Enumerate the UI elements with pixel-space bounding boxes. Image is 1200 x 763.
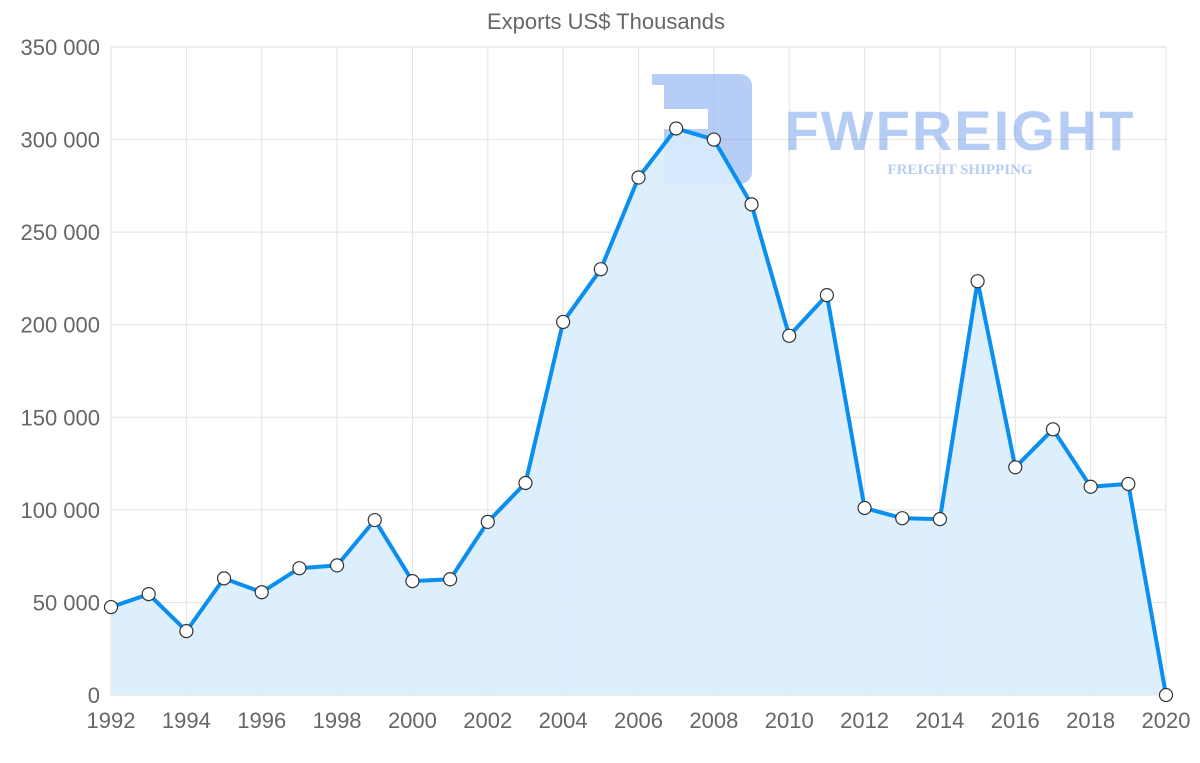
watermark-logo: FWFREIGHT FREIGHT SHIPPING	[652, 74, 1136, 184]
data-point	[782, 328, 797, 343]
data-point	[1158, 687, 1174, 703]
y-tick-label: 200 000	[20, 313, 100, 338]
data-point	[216, 571, 232, 586]
watermark-brand: FWFREIGHT	[785, 99, 1136, 162]
data-point	[103, 599, 119, 615]
series-area-fill	[111, 128, 1166, 695]
data-point	[970, 274, 985, 289]
x-tick-label: 2000	[388, 708, 437, 733]
data-point	[141, 586, 156, 602]
y-tick-label: 250 000	[20, 220, 100, 245]
watermark-tagline: FREIGHT SHIPPING	[887, 162, 1032, 178]
x-axis: 1992 1994 1996 1998 2000 2002 2004 2006 2008 2010…	[87, 708, 1191, 733]
x-tick-label: 2014	[915, 708, 964, 733]
data-point	[819, 287, 834, 303]
data-point	[932, 512, 948, 527]
data-point	[556, 314, 571, 330]
y-tick-label: 0	[88, 683, 100, 708]
y-tick-label: 300 000	[20, 128, 100, 153]
x-tick-label: 1994	[162, 708, 211, 733]
data-point	[1008, 460, 1023, 475]
data-point	[744, 197, 759, 212]
data-point	[631, 170, 646, 185]
x-tick-label: 1996	[237, 708, 286, 733]
x-tick-label: 1998	[313, 708, 362, 733]
chart-title: Exports US$ Thousands	[487, 9, 725, 34]
data-point	[329, 558, 345, 573]
data-point	[367, 512, 382, 528]
x-tick-label: 2016	[991, 708, 1040, 733]
y-tick-label: 350 000	[20, 35, 100, 60]
data-point	[179, 624, 194, 639]
data-point	[405, 574, 420, 589]
data-point	[857, 500, 872, 516]
x-tick-label: 2012	[840, 708, 889, 733]
data-point	[593, 262, 608, 277]
y-tick-label: 150 000	[20, 405, 100, 430]
y-tick-label: 50 000	[33, 590, 100, 615]
data-point	[669, 121, 684, 136]
data-point	[254, 585, 269, 600]
data-point	[706, 132, 721, 147]
data-point	[480, 514, 495, 529]
x-tick-label: 2002	[463, 708, 512, 733]
data-point	[1083, 479, 1098, 494]
x-tick-label: 1992	[87, 708, 136, 733]
x-tick-label: 2008	[689, 708, 738, 733]
x-tick-label: 2020	[1142, 708, 1191, 733]
data-point	[1045, 422, 1061, 437]
data-point	[1121, 476, 1136, 492]
x-tick-label: 2010	[765, 708, 814, 733]
data-point	[292, 561, 307, 576]
y-axis: 0 50 000 100 000 150 000 200 000 250 000 300 0…	[20, 35, 100, 708]
x-tick-label: 2018	[1066, 708, 1115, 733]
y-tick-label: 100 000	[20, 498, 100, 523]
data-point	[518, 475, 533, 491]
data-points	[103, 121, 1174, 703]
data-point	[443, 572, 458, 587]
x-tick-label: 2006	[614, 708, 663, 733]
x-tick-label: 2004	[539, 708, 588, 733]
data-point	[895, 511, 910, 526]
